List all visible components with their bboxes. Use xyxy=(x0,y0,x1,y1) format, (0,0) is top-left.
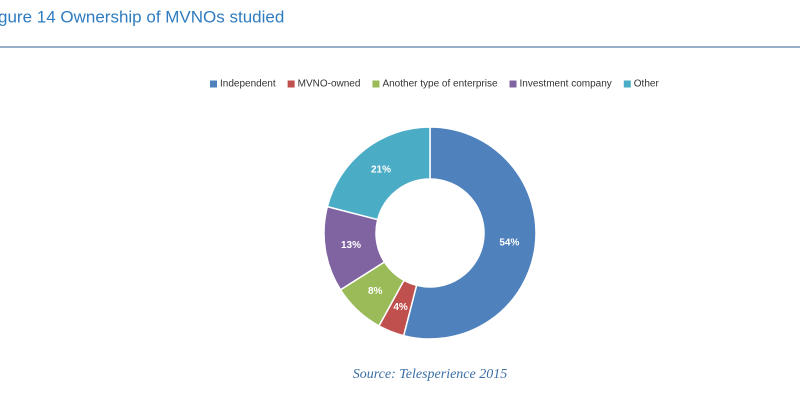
legend-swatch xyxy=(372,80,380,88)
donut-slice xyxy=(402,126,537,340)
donut-slice xyxy=(326,126,431,221)
legend-swatch xyxy=(287,80,295,88)
source-note: Source: Telesperience 2015 xyxy=(353,367,507,382)
data-label: 8% xyxy=(368,286,383,297)
legend-swatch xyxy=(623,80,631,88)
data-label: 54% xyxy=(499,238,519,249)
legend-label: Other xyxy=(634,79,660,90)
legend-label: Independent xyxy=(220,79,276,90)
legend-label: Investment company xyxy=(520,79,612,90)
legend-swatch xyxy=(509,80,517,88)
legend-label: MVNO-owned xyxy=(298,79,361,90)
legend-swatch xyxy=(210,80,217,88)
chart-title: gure 14 Ownership of MVNOs studied xyxy=(0,7,284,26)
data-label: 4% xyxy=(393,302,408,313)
data-label: 13% xyxy=(341,240,361,251)
data-label: 21% xyxy=(371,164,391,175)
legend-label: Another type of enterprise xyxy=(382,79,498,90)
